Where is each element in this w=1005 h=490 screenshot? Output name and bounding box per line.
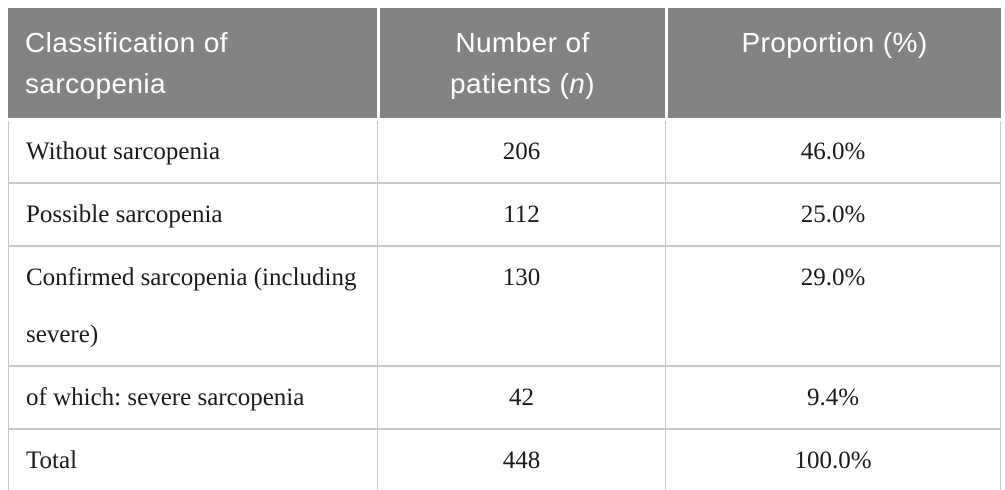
cell-patients: 112 xyxy=(377,184,665,247)
table-header: Classification of sarcopenia Number of p… xyxy=(8,8,1001,121)
table-row-without-sarcopenia: Without sarcopenia 206 46.0% xyxy=(8,121,1001,184)
header-cell-proportion: Proportion (%) xyxy=(665,8,1001,121)
cell-proportion: 100.0% xyxy=(665,430,1001,490)
cell-patients: 42 xyxy=(377,367,665,430)
cell-classification: Possible sarcopenia xyxy=(8,184,377,247)
cell-classification: Without sarcopenia xyxy=(8,121,377,184)
table-row-confirmed-sarcopenia: Confirmed sarcopenia (including severe) … xyxy=(8,247,1001,367)
header-patients-suffix: ) xyxy=(585,68,595,99)
header-cell-classification: Classification of sarcopenia xyxy=(8,8,377,121)
table-row-severe-sarcopenia: of which: severe sarcopenia 42 9.4% xyxy=(8,367,1001,430)
header-patients-prefix: Number of patients ( xyxy=(450,27,590,99)
cell-proportion: 46.0% xyxy=(665,121,1001,184)
cell-proportion: 29.0% xyxy=(665,247,1001,367)
cell-patients: 448 xyxy=(377,430,665,490)
header-row: Classification of sarcopenia Number of p… xyxy=(8,8,1001,121)
header-patients-text: Number of patients (n) xyxy=(417,22,629,104)
cell-patients: 206 xyxy=(377,121,665,184)
cell-proportion: 25.0% xyxy=(665,184,1001,247)
cell-patients: 130 xyxy=(377,247,665,367)
cell-classification: Total xyxy=(8,430,377,490)
cell-classification: of which: severe sarcopenia xyxy=(8,367,377,430)
table-row-possible-sarcopenia: Possible sarcopenia 112 25.0% xyxy=(8,184,1001,247)
header-patients-n-italic: n xyxy=(569,68,586,99)
cell-classification: Confirmed sarcopenia (including severe) xyxy=(8,247,377,367)
header-cell-number-of-patients: Number of patients (n) xyxy=(377,8,665,121)
table-row-total: Total 448 100.0% xyxy=(8,430,1001,490)
table-body: Without sarcopenia 206 46.0% Possible sa… xyxy=(8,121,1001,490)
cell-proportion: 9.4% xyxy=(665,367,1001,430)
sarcopenia-classification-table: Classification of sarcopenia Number of p… xyxy=(8,8,1001,490)
